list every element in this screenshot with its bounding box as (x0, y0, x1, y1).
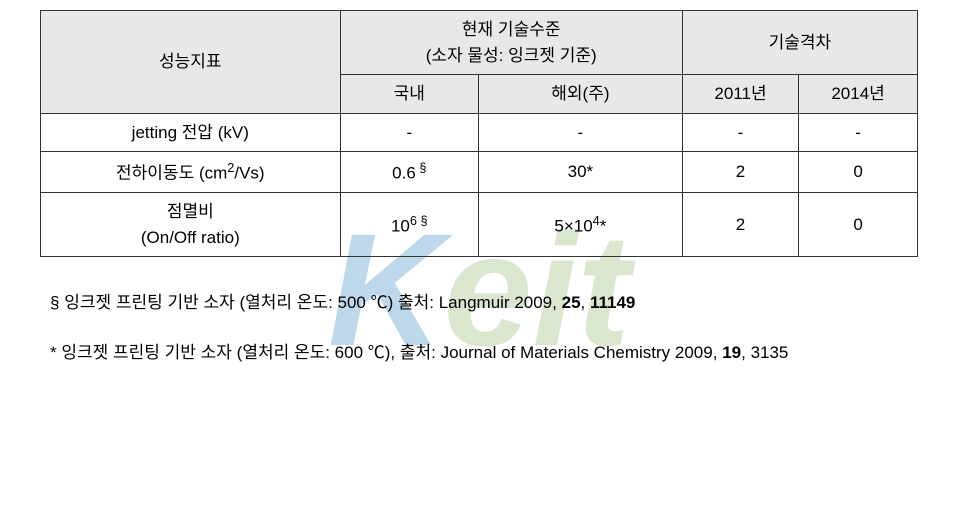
cell-domestic: 106 § (340, 193, 478, 257)
footnote-bold: 19 (722, 343, 741, 362)
th-current-tech-level: 현재 기술수준 (소자 물성: 잉크젯 기준) (340, 11, 682, 75)
table-row: 전하이동도 (cm2/Vs) 0.6 § 30* 2 0 (41, 152, 918, 193)
th-domestic: 국내 (340, 75, 478, 114)
cell-gap2014: 0 (799, 193, 918, 257)
footnote-text: 잉크젯 프린팅 기반 소자 (열처리 온도: 500 ℃) 출처: Langmu… (64, 293, 557, 312)
footnote-2: * 잉크젯 프린팅 기반 소자 (열처리 온도: 600 ℃), 출처: Jou… (40, 337, 918, 369)
footnote-marker: * (50, 343, 57, 362)
cell-domestic: 0.6 § (340, 152, 478, 193)
footnote-text: 잉크젯 프린팅 기반 소자 (열처리 온도: 600 ℃), 출처: Journ… (61, 343, 717, 362)
comparison-table: 성능지표 현재 기술수준 (소자 물성: 잉크젯 기준) 기술격차 국내 해외(… (40, 10, 918, 257)
cell-domestic: - (340, 113, 478, 152)
cell-gap2014: - (799, 113, 918, 152)
table-row: 점멸비(On/Off ratio) 106 § 5×104* 2 0 (41, 193, 918, 257)
cell-label: 점멸비(On/Off ratio) (41, 193, 341, 257)
th-overseas: 해외(주) (478, 75, 682, 114)
footnote-marker: § (50, 293, 59, 312)
th-current-tech-level-text: 현재 기술수준 (소자 물성: 잉크젯 기준) (426, 20, 597, 65)
cell-overseas: 30* (478, 152, 682, 193)
cell-gap2014: 0 (799, 152, 918, 193)
cell-label: jetting 전압 (kV) (41, 113, 341, 152)
th-tech-gap: 기술격차 (682, 11, 917, 75)
cell-gap2011: 2 (682, 193, 798, 257)
main-content: 성능지표 현재 기술수준 (소자 물성: 잉크젯 기준) 기술격차 국내 해외(… (40, 10, 918, 370)
cell-overseas: 5×104* (478, 193, 682, 257)
th-performance-indicator: 성능지표 (41, 11, 341, 114)
th-2014: 2014년 (799, 75, 918, 114)
cell-overseas: - (478, 113, 682, 152)
table-row: jetting 전압 (kV) - - - - (41, 113, 918, 152)
footnote-bold: 11149 (590, 293, 635, 312)
footnote-1: § 잉크젯 프린팅 기반 소자 (열처리 온도: 500 ℃) 출처: Lang… (40, 287, 918, 319)
cell-gap2011: 2 (682, 152, 798, 193)
cell-gap2011: - (682, 113, 798, 152)
cell-label: 전하이동도 (cm2/Vs) (41, 152, 341, 193)
th-2011: 2011년 (682, 75, 798, 114)
footnote-bold: 25 (562, 293, 581, 312)
footnote-rest: 3135 (751, 343, 789, 362)
